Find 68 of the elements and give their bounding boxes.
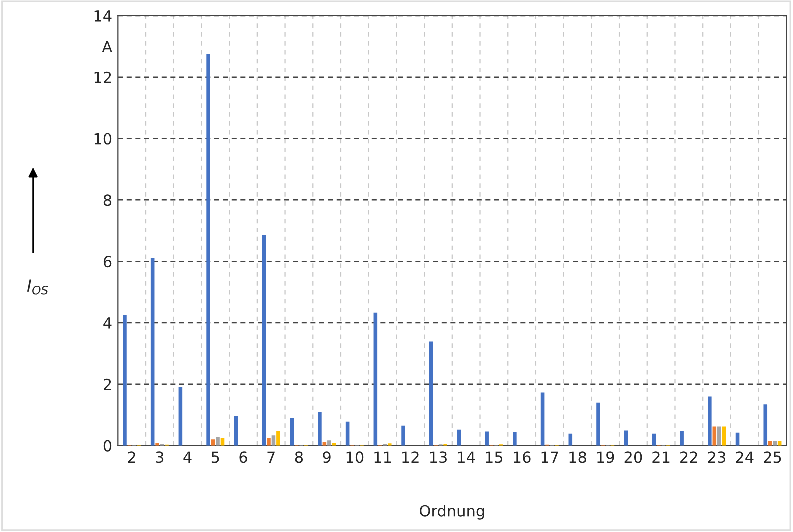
bar bbox=[680, 431, 684, 446]
bar bbox=[402, 426, 406, 446]
bar bbox=[318, 412, 322, 446]
bar bbox=[429, 342, 434, 446]
bar bbox=[211, 440, 216, 446]
x-tick-label: 16 bbox=[514, 452, 531, 464]
bar bbox=[123, 315, 127, 446]
y-tick-label: 6 bbox=[104, 256, 112, 268]
y-tick-label: 2 bbox=[104, 378, 112, 390]
x-tick-label: 6 bbox=[240, 452, 248, 464]
x-tick-label: 20 bbox=[624, 452, 642, 464]
bar bbox=[722, 426, 726, 446]
bar bbox=[262, 235, 266, 446]
bar bbox=[267, 438, 271, 446]
x-tick-label: 25 bbox=[764, 452, 782, 464]
x-tick-label: 19 bbox=[598, 452, 614, 464]
bar bbox=[764, 404, 768, 446]
bar bbox=[513, 432, 517, 446]
x-tick-label: 17 bbox=[542, 452, 558, 463]
bar bbox=[708, 396, 712, 446]
x-tick-label: 12 bbox=[402, 452, 419, 463]
bar bbox=[712, 426, 717, 446]
y-tick-label: 10 bbox=[94, 133, 112, 145]
bar bbox=[346, 422, 350, 446]
bar bbox=[206, 54, 210, 446]
bar bbox=[276, 431, 280, 446]
x-tick-label: 15 bbox=[486, 452, 503, 464]
bar bbox=[736, 432, 740, 446]
bar bbox=[234, 416, 238, 446]
x-tick-label: 4 bbox=[184, 452, 192, 463]
x-tick-label: 11 bbox=[374, 452, 392, 463]
bar bbox=[328, 440, 332, 446]
y-tick-label: 12 bbox=[94, 72, 112, 84]
bar bbox=[596, 402, 600, 446]
bar bbox=[773, 441, 777, 446]
bar bbox=[290, 418, 294, 446]
y-tick-label: 4 bbox=[104, 318, 112, 329]
y-tick-label: 14 bbox=[94, 10, 112, 22]
x-tick-label: 2 bbox=[128, 452, 136, 463]
y-axis-title: I$_{OS}$ bbox=[27, 280, 48, 295]
x-tick-label: 23 bbox=[708, 452, 726, 464]
y-tick-label: A bbox=[102, 41, 112, 52]
bar bbox=[457, 430, 462, 446]
bar bbox=[178, 387, 183, 446]
x-axis-title: Ordnung bbox=[420, 505, 484, 520]
y-tick-label: 0 bbox=[104, 440, 112, 452]
x-tick-label: 7 bbox=[268, 452, 275, 463]
x-tick-label: 3 bbox=[156, 452, 164, 464]
bar bbox=[778, 441, 782, 446]
x-tick-label: 8 bbox=[295, 452, 304, 464]
bar bbox=[374, 312, 378, 446]
x-tick-label: 22 bbox=[680, 452, 698, 463]
bar bbox=[540, 392, 545, 446]
bar bbox=[216, 438, 220, 446]
bar bbox=[150, 258, 155, 446]
x-tick-label: 13 bbox=[430, 452, 447, 464]
x-tick-label: 9 bbox=[323, 452, 331, 464]
y-tick-label: 8 bbox=[104, 194, 112, 206]
x-tick-label: 24 bbox=[736, 452, 754, 463]
bar bbox=[272, 436, 276, 446]
x-tick-label: 14 bbox=[458, 452, 476, 463]
x-tick-label: 21 bbox=[652, 452, 670, 463]
bar bbox=[485, 432, 489, 446]
bar bbox=[768, 441, 772, 446]
x-tick-label: 18 bbox=[570, 452, 586, 464]
bar bbox=[717, 426, 722, 446]
x-tick-label: 10 bbox=[346, 452, 364, 464]
x-tick-label: 5 bbox=[212, 452, 220, 464]
